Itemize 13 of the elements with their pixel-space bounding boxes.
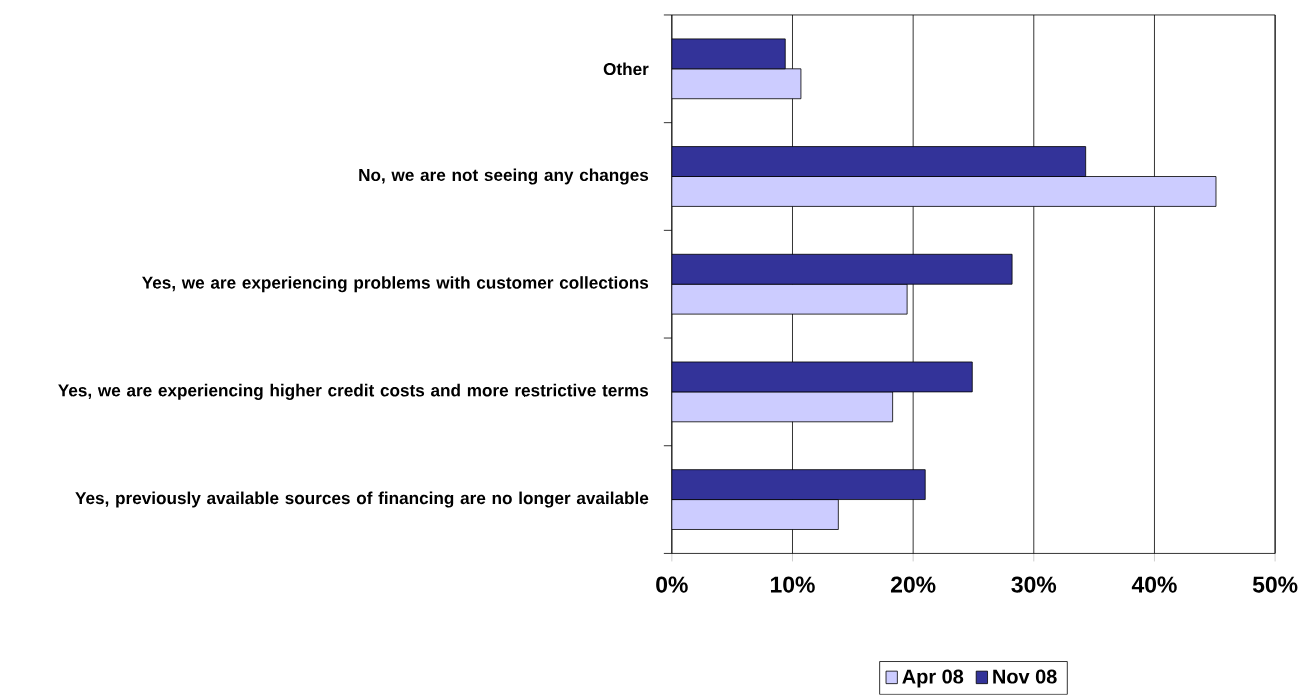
x-tick-label: 10% bbox=[770, 576, 815, 593]
y-tick-label: Yes, we are experiencing problems with customer collections bbox=[142, 276, 649, 293]
y-tick-label: Yes, previously available sources of financing are no longer available bbox=[75, 491, 649, 508]
x-tick-label: 30% bbox=[1011, 576, 1057, 593]
legend-label: Apr 08 bbox=[902, 669, 964, 688]
y-tick-label: Yes, we are experiencing higher credit costs and more restrictive terms bbox=[58, 383, 649, 401]
x-tick-label: 0% bbox=[656, 576, 688, 593]
y-tick-label: Other bbox=[603, 62, 649, 76]
x-tick-label: 20% bbox=[890, 576, 936, 593]
y-tick-label: No, we are not seeing any changes bbox=[359, 168, 649, 185]
legend-label: Nov 08 bbox=[993, 669, 1057, 684]
x-tick-label: 50% bbox=[1252, 576, 1298, 593]
x-tick-label: 40% bbox=[1131, 576, 1177, 593]
